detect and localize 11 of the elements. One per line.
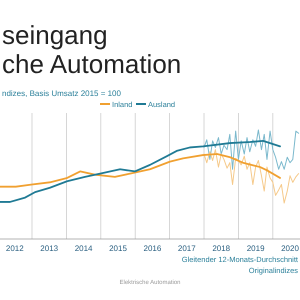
x-tick-label: 2017 (178, 244, 196, 253)
x-tick-label: 2016 (144, 244, 162, 253)
chart-title: seingang che Automation (2, 20, 182, 79)
x-tick-label: 2018 (212, 244, 231, 253)
x-tick-label: 2019 (246, 244, 266, 253)
x-tick-label: 2015 (109, 244, 128, 253)
x-tick-label: 2020 (281, 244, 300, 253)
chart-subtitle: ndizes, Basis Umsatz 2015 = 100 (2, 89, 122, 98)
x-tick-label: 2013 (40, 244, 59, 253)
x-tick-label: 2012 (6, 244, 24, 253)
x-tick-label: 2014 (74, 244, 94, 253)
